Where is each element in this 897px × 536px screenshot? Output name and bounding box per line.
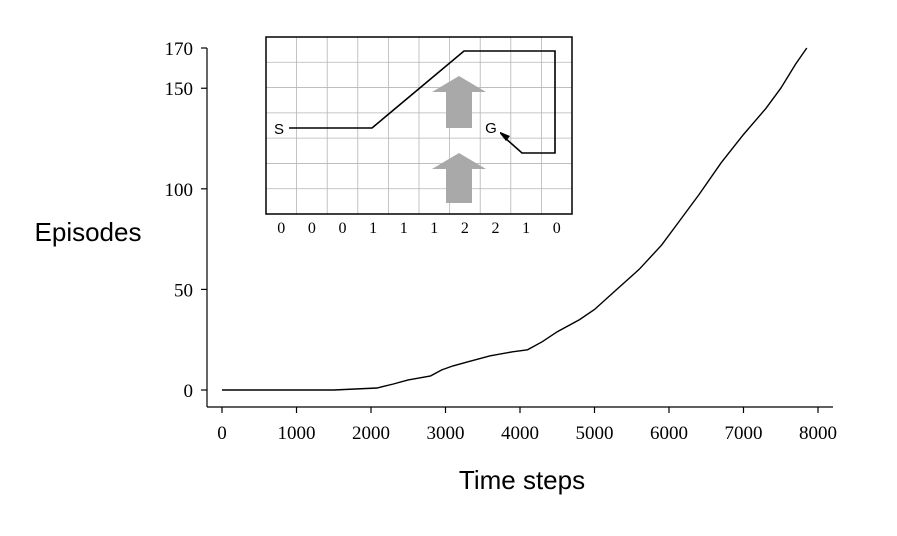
x-tick-label: 2000 bbox=[352, 423, 390, 444]
y-ticks: 0 50 100 150 170 bbox=[165, 39, 207, 402]
x-tick-label: 7000 bbox=[725, 423, 763, 444]
start-label-bg bbox=[270, 119, 288, 137]
x-tick-label: 5000 bbox=[576, 423, 614, 444]
x-axis-label: Time steps bbox=[459, 465, 585, 495]
wind-strength-label: 1 bbox=[400, 220, 408, 237]
wind-strength-label: 0 bbox=[308, 220, 316, 237]
y-tick-label: 100 bbox=[165, 180, 194, 201]
y-axis-label: Episodes bbox=[35, 217, 142, 247]
wind-strength-label: 0 bbox=[277, 220, 285, 237]
wind-strength-label: 1 bbox=[522, 220, 530, 237]
x-tick-label: 4000 bbox=[501, 423, 539, 444]
y-tick-label: 50 bbox=[174, 280, 193, 301]
y-tick-label: 150 bbox=[165, 79, 194, 100]
arrowhead-icon bbox=[498, 131, 510, 141]
y-tick-label: 170 bbox=[165, 39, 194, 60]
wind-strength-label: 1 bbox=[430, 220, 438, 237]
x-tick-label: 1000 bbox=[278, 423, 316, 444]
wind-strength-label: 2 bbox=[492, 220, 500, 237]
x-tick-label: 6000 bbox=[650, 423, 688, 444]
wind-arrow-icon bbox=[432, 153, 486, 203]
inset-gridworld: S G 0 0 0 1 1 1 2 2 1 0 bbox=[265, 36, 573, 237]
x-tick-label: 3000 bbox=[427, 423, 465, 444]
goal-label-bg bbox=[482, 118, 500, 136]
wind-strength-label: 0 bbox=[339, 220, 347, 237]
series-line bbox=[222, 47, 808, 391]
axes bbox=[206, 48, 833, 408]
wind-arrow-icon bbox=[432, 76, 486, 128]
wind-strength-label: 2 bbox=[461, 220, 469, 237]
goal-label: G bbox=[485, 120, 497, 137]
trajectory-path bbox=[289, 50, 556, 154]
x-tick-label: 8000 bbox=[799, 423, 837, 444]
start-label: S bbox=[274, 121, 284, 138]
y-tick-label: 0 bbox=[184, 381, 194, 402]
wind-strength-label: 1 bbox=[369, 220, 377, 237]
inset-grid bbox=[266, 37, 572, 214]
inset-border bbox=[265, 36, 573, 215]
x-tick-label: 0 bbox=[217, 423, 227, 444]
wind-strength-labels: 0 0 0 1 1 1 2 2 1 0 bbox=[277, 220, 560, 237]
wind-strength-label: 0 bbox=[553, 220, 561, 237]
x-ticks: 0 1000 2000 3000 4000 5000 6000 7000 8000 bbox=[217, 407, 837, 444]
